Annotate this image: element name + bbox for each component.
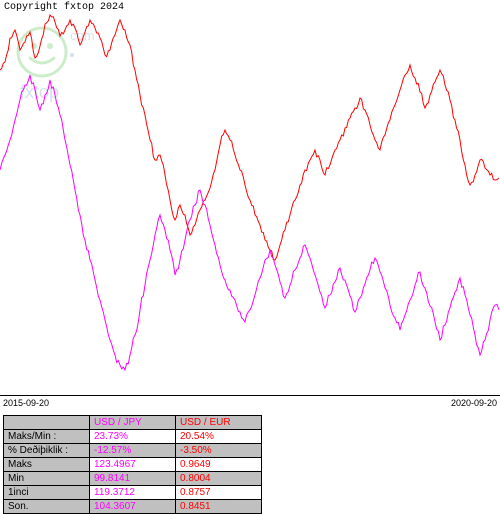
row-label: 1inci — [4, 486, 90, 500]
row-label: % Deðiþiklik : — [4, 444, 90, 458]
cell-series-1: -12.57% — [90, 444, 176, 458]
cell-series-2: 0.8451 — [176, 500, 262, 514]
cell-series-2: 0.8004 — [176, 472, 262, 486]
table-row: Min99.81410.8004 — [4, 472, 262, 486]
table-header-row: USD / JPY USD / EUR — [4, 416, 262, 430]
cell-series-2: -3.50% — [176, 444, 262, 458]
row-label: Son. — [4, 500, 90, 514]
table-row: 1inci119.37120.8757 — [4, 486, 262, 500]
row-label: Maks — [4, 458, 90, 472]
chart-series-line — [0, 15, 499, 260]
cell-series-1: 123.4967 — [90, 458, 176, 472]
row-label: Min — [4, 472, 90, 486]
table-row: % Deðiþiklik :-12.57%-3.50% — [4, 444, 262, 458]
line-chart — [0, 0, 500, 410]
table-row: Maks/Min :23.73%20.54% — [4, 430, 262, 444]
cell-series-1: 104.3607 — [90, 500, 176, 514]
chart-series-line — [0, 75, 499, 370]
row-label: Maks/Min : — [4, 430, 90, 444]
cell-series-2: 0.8757 — [176, 486, 262, 500]
header-series-2: USD / EUR — [176, 416, 262, 430]
cell-series-1: 99.8141 — [90, 472, 176, 486]
header-blank — [4, 416, 90, 430]
cell-series-1: 119.3712 — [90, 486, 176, 500]
cell-series-1: 23.73% — [90, 430, 176, 444]
stats-table: USD / JPY USD / EUR Maks/Min :23.73%20.5… — [3, 415, 262, 514]
table-row: Maks123.49670.9649 — [4, 458, 262, 472]
header-series-1: USD / JPY — [90, 416, 176, 430]
copyright-text: Copyright fxtop 2024 — [4, 2, 124, 13]
cell-series-2: 0.9649 — [176, 458, 262, 472]
cell-series-2: 20.54% — [176, 430, 262, 444]
table-row: Son.104.36070.8451 — [4, 500, 262, 514]
